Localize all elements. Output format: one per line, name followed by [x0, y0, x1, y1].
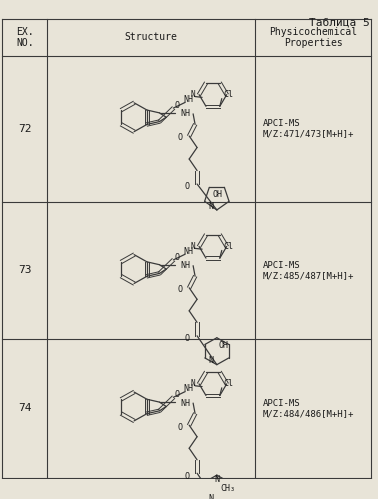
Text: O: O: [178, 285, 183, 294]
Text: N: N: [208, 356, 213, 365]
Text: OH: OH: [219, 341, 229, 350]
Text: N: N: [191, 242, 195, 251]
Text: O: O: [185, 183, 190, 192]
Text: NH: NH: [180, 261, 190, 270]
Text: APCI-MS
M/Z:485/487[M+H]+: APCI-MS M/Z:485/487[M+H]+: [263, 261, 354, 280]
Text: OH: OH: [212, 190, 222, 199]
Text: NH: NH: [183, 247, 193, 256]
Text: Structure: Structure: [125, 32, 178, 42]
Text: O: O: [175, 390, 180, 399]
Text: Cl: Cl: [224, 242, 234, 251]
Text: Physicochemical
Properties: Physicochemical Properties: [269, 26, 357, 48]
Text: N: N: [208, 202, 213, 211]
Text: NH: NH: [180, 399, 190, 408]
Text: O: O: [178, 133, 183, 142]
Text: APCI-MS
M/Z:471/473[M+H]+: APCI-MS M/Z:471/473[M+H]+: [263, 119, 354, 138]
Text: NH: NH: [183, 384, 193, 393]
Text: N: N: [208, 494, 213, 499]
Text: O: O: [178, 423, 183, 432]
Text: Таблица 5: Таблица 5: [309, 17, 369, 27]
Text: APCI-MS
M/Z:484/486[M+H]+: APCI-MS M/Z:484/486[M+H]+: [263, 399, 354, 418]
Text: N: N: [191, 379, 195, 388]
Text: NH: NH: [183, 95, 193, 104]
Text: O: O: [185, 334, 190, 343]
Text: 74: 74: [18, 403, 31, 413]
Text: 73: 73: [18, 265, 31, 275]
Text: Cl: Cl: [224, 380, 234, 389]
Text: N: N: [191, 90, 195, 99]
Text: 72: 72: [18, 124, 31, 134]
Text: EX.
NO.: EX. NO.: [16, 26, 34, 48]
Text: Cl: Cl: [224, 90, 234, 99]
Text: O: O: [175, 101, 180, 110]
Text: N: N: [214, 476, 219, 485]
Text: O: O: [185, 472, 190, 481]
Text: O: O: [175, 252, 180, 261]
Text: NH: NH: [180, 109, 190, 118]
Text: CH₃: CH₃: [221, 484, 236, 493]
